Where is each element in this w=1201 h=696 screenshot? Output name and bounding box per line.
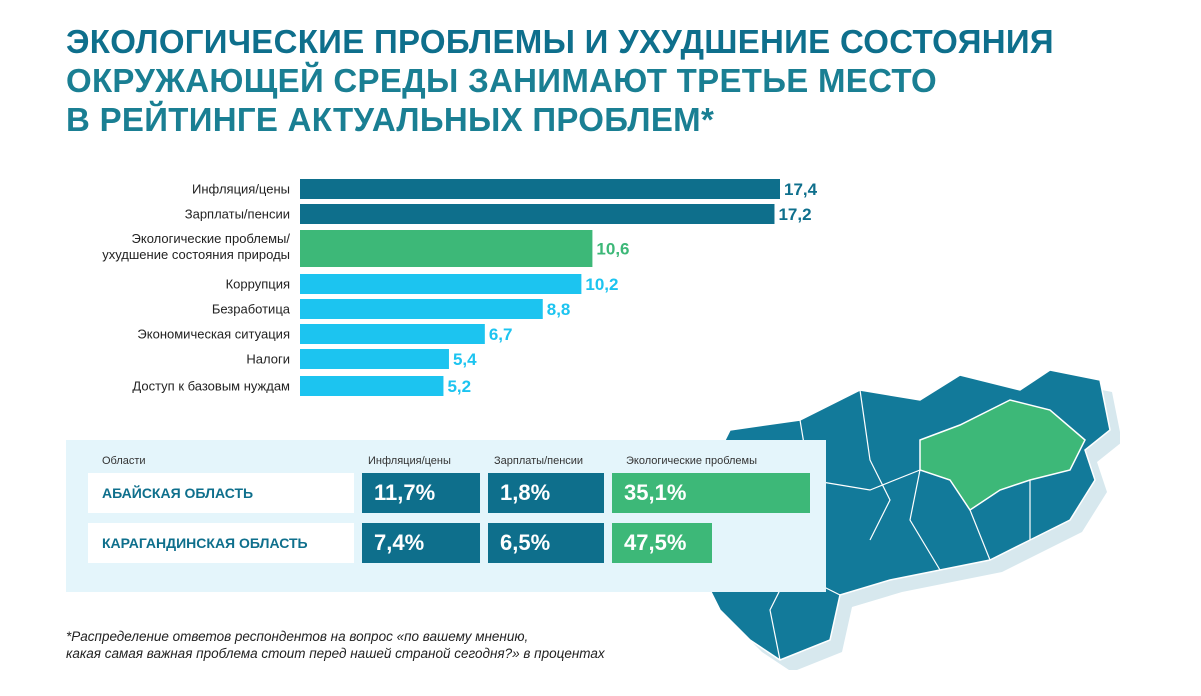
cell-karaganda-ecology: 47,5% (612, 523, 712, 563)
cell-abai-inflation: 11,7% (362, 473, 480, 513)
value-label-3: 10,2 (585, 275, 618, 294)
footnote-line-2: какая самая важная проблема стоит перед … (66, 646, 605, 661)
col-header-ecology: Экологические проблемы (626, 455, 758, 467)
category-label-5: Экономическая ситуация (137, 327, 290, 342)
title-line-1: ЭКОЛОГИЧЕСКИЕ ПРОБЛЕМЫ И УХУДШЕНИЕ СОСТО… (66, 23, 1054, 60)
bar-chart: 17,4 Инфляция/цены 17,2 Зарплаты/пенсии 10,6… (102, 179, 818, 396)
regions-table-panel (66, 440, 826, 592)
title-line-3: В РЕЙТИНГЕ АКТУАЛЬНЫХ ПРОБЛЕМ* (66, 101, 715, 138)
regions-header: Области (102, 455, 146, 467)
category-label-7: Доступ к базовым нуждам (132, 379, 290, 394)
bar-6 (300, 349, 449, 369)
value-label-5: 6,7 (489, 325, 513, 344)
category-label-0: Инфляция/цены (192, 182, 290, 197)
bar-7 (300, 376, 444, 396)
footnote-line-1: *Распределение ответов респондентов на в… (66, 629, 529, 644)
region-name-abai: АБАЙСКАЯ ОБЛАСТЬ (88, 473, 354, 513)
cell-karaganda-salaries: 6,5% (488, 523, 604, 563)
footnote: *Распределение ответов респондентов на в… (66, 628, 605, 662)
value-label-4: 8,8 (547, 300, 571, 319)
bar-1 (300, 204, 775, 224)
bar-2 (300, 230, 593, 267)
value-label-7: 5,2 (447, 377, 471, 396)
col-header-salaries: Зарплаты/пенсии (494, 455, 584, 467)
cell-abai-ecology: 35,1% (612, 473, 810, 513)
page-title: ЭКОЛОГИЧЕСКИЕ ПРОБЛЕМЫ И УХУДШЕНИЕ СОСТО… (66, 22, 1054, 139)
value-label-6: 5,4 (453, 350, 477, 369)
col-header-inflation: Инфляция/цены (368, 455, 451, 467)
region-name-karaganda: КАРАГАНДИНСКАЯ ОБЛАСТЬ (88, 523, 354, 563)
value-label-2: 10,6 (596, 240, 629, 259)
title-line-2: ОКРУЖАЮЩЕЙ СРЕДЫ ЗАНИМАЮТ ТРЕТЬЕ МЕСТО (66, 62, 938, 99)
category-label-6: Налоги (246, 352, 290, 367)
category-label-2: Экологические проблемы/ухудшение состоян… (102, 231, 290, 262)
category-label-4: Безработица (212, 302, 291, 317)
bar-3 (300, 274, 582, 294)
cell-abai-salaries: 1,8% (488, 473, 604, 513)
cell-karaganda-inflation: 7,4% (362, 523, 480, 563)
category-label-1: Зарплаты/пенсии (185, 207, 290, 222)
bar-0 (300, 179, 780, 199)
value-label-0: 17,4 (784, 180, 818, 199)
bar-5 (300, 324, 485, 344)
category-label-3: Коррупция (226, 277, 290, 292)
value-label-1: 17,2 (778, 205, 811, 224)
bar-4 (300, 299, 543, 319)
